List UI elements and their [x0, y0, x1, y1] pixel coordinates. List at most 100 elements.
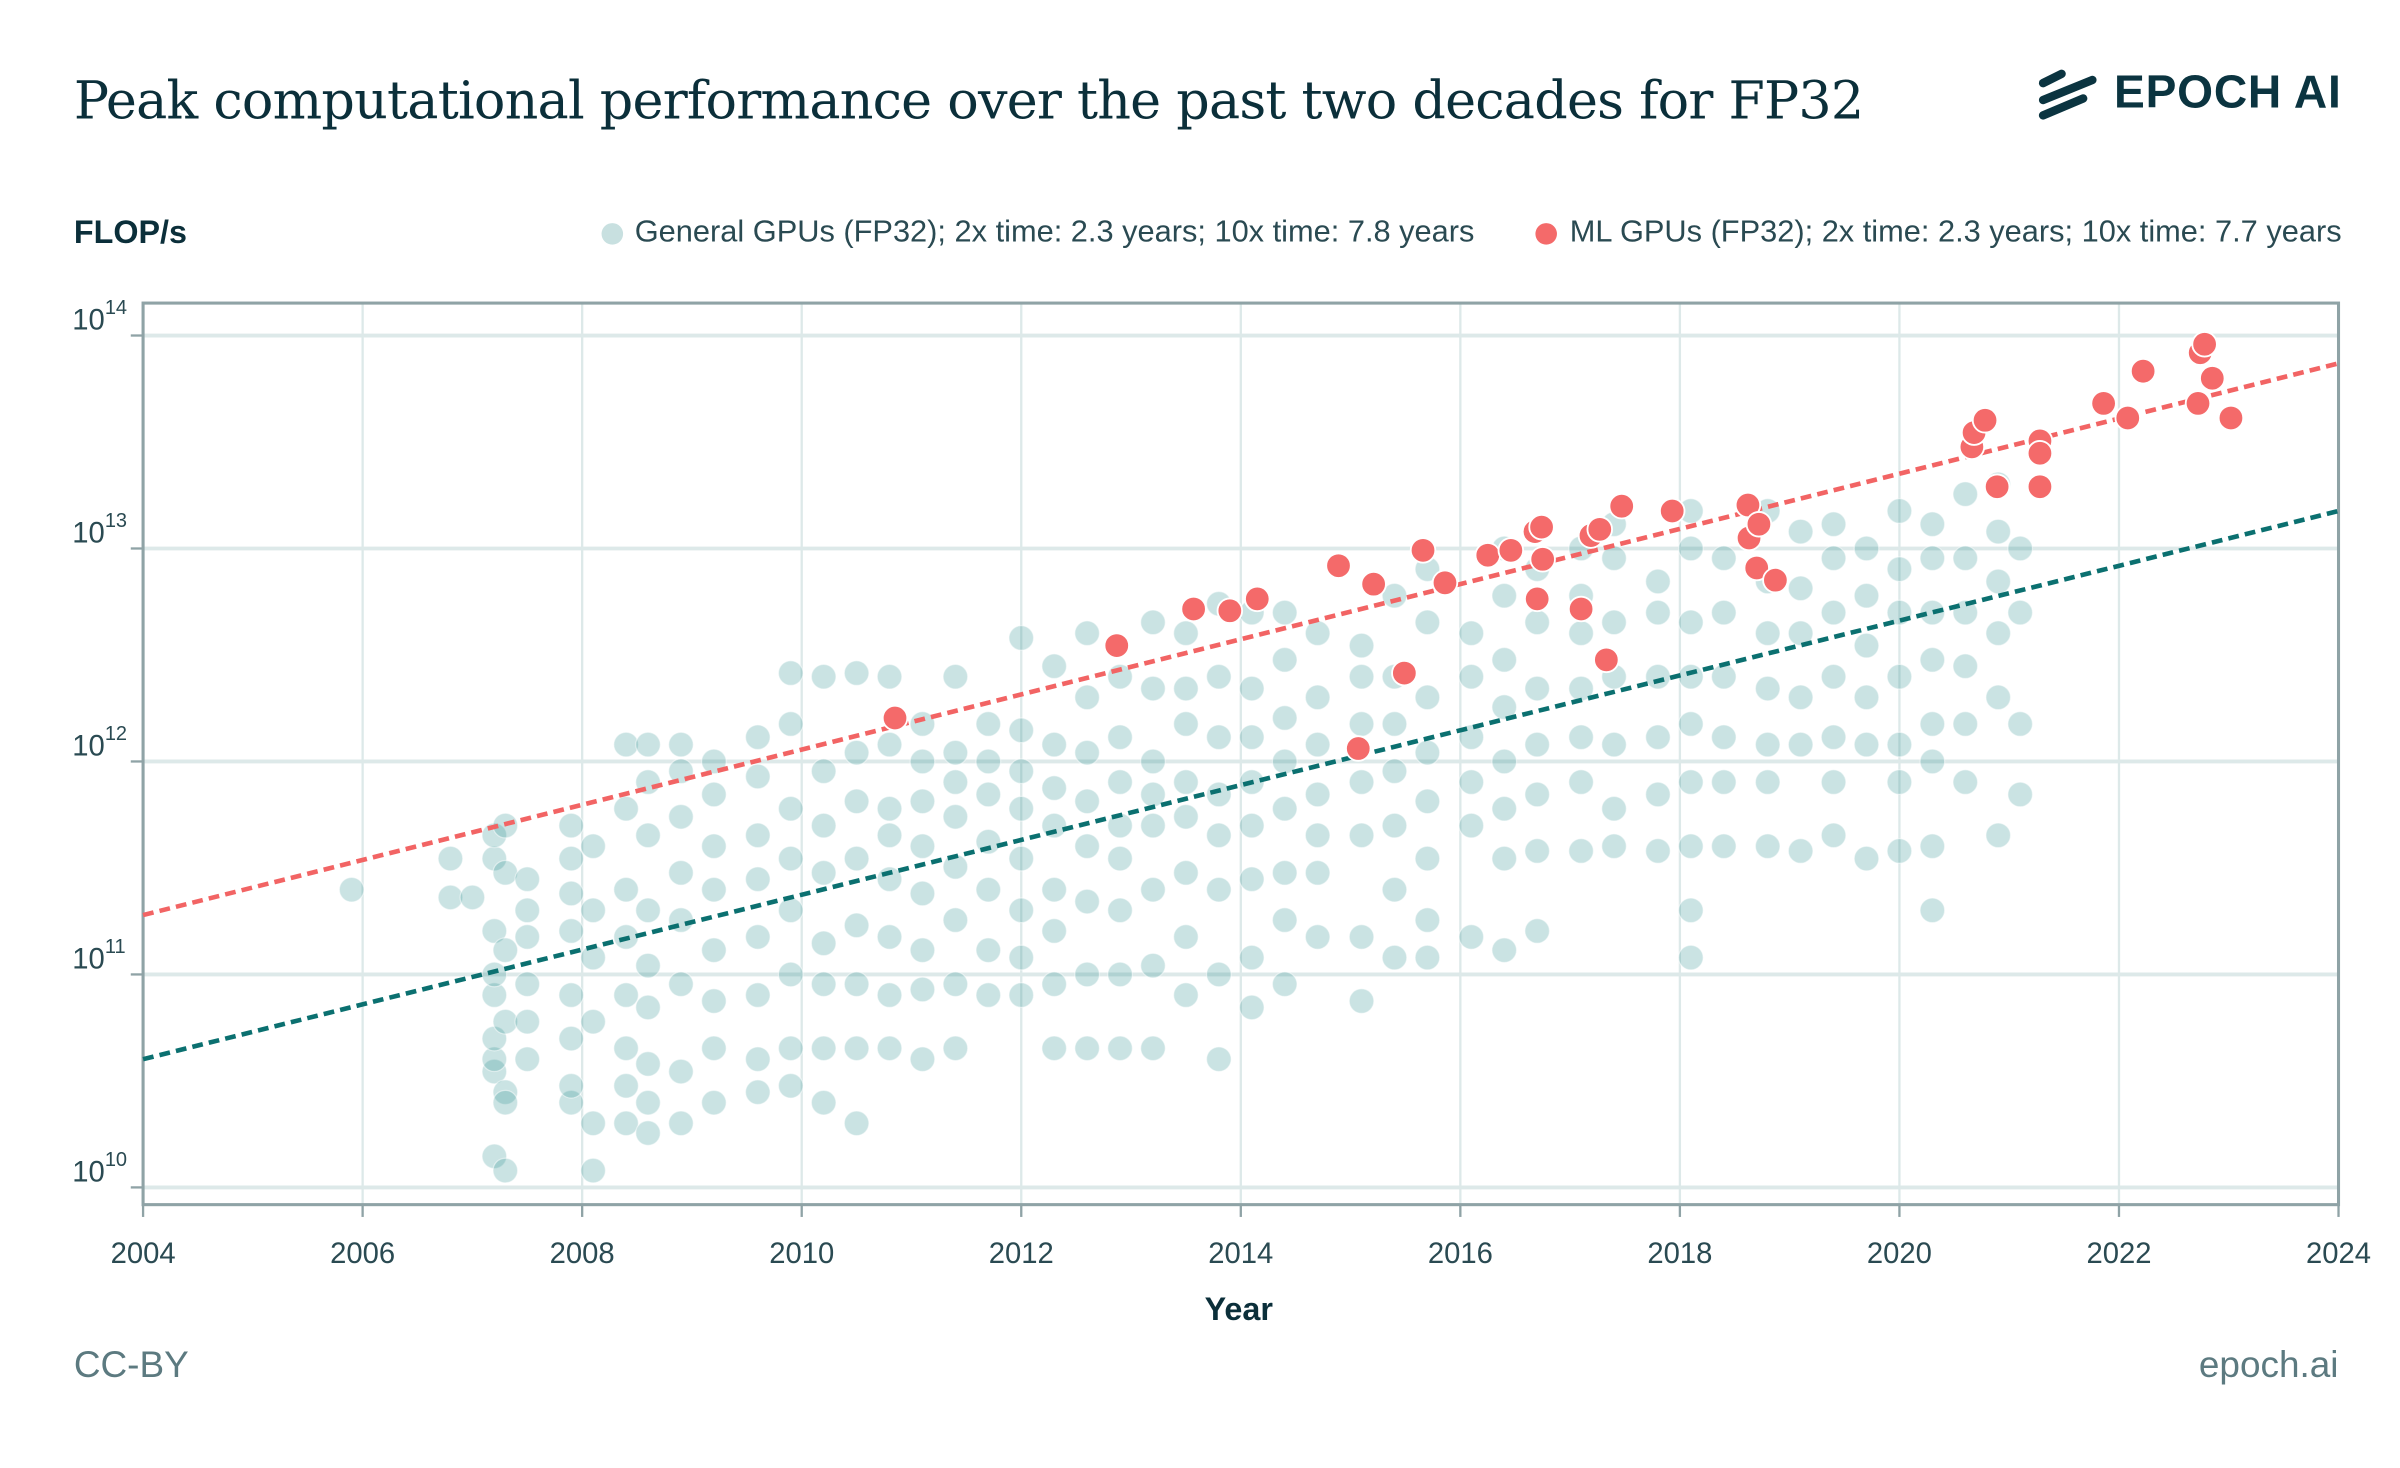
general-gpu-point: [613, 795, 640, 822]
ml-gpu-point: [2199, 365, 2226, 392]
general-gpu-point: [481, 1143, 508, 1170]
general-gpu-points: [338, 471, 2034, 1184]
general-gpu-point: [942, 739, 969, 766]
general-gpu-point: [635, 897, 661, 924]
general-gpu-point: [1348, 632, 1375, 659]
general-gpu-point: [876, 731, 903, 758]
general-gpu-point: [1645, 663, 1671, 690]
general-gpu-point: [810, 971, 837, 998]
general-gpu-point: [942, 769, 969, 796]
general-gpu-point: [1381, 711, 1408, 737]
general-gpu-point: [1677, 897, 1704, 924]
general-gpu-point: [1041, 918, 1068, 944]
general-gpu-point: [1414, 944, 1441, 971]
general-gpu-point: [1140, 1035, 1166, 1062]
general-gpu-point: [810, 663, 837, 690]
general-gpu-point: [1886, 556, 1913, 583]
general-gpu-point: [1677, 663, 1704, 690]
general-gpu-point: [1381, 944, 1408, 971]
ml-gpu-point: [1745, 510, 1773, 538]
general-gpu-point: [1568, 838, 1595, 864]
general-gpu-point: [1458, 663, 1485, 690]
general-gpu-point: [1172, 675, 1199, 702]
general-gpu-point: [1491, 646, 1518, 673]
general-gpu-point: [459, 884, 486, 911]
general-gpu-point: [1985, 620, 2012, 647]
general-gpu-point: [876, 663, 903, 690]
general-gpu-point: [635, 1120, 661, 1146]
general-gpu-point: [1491, 845, 1518, 872]
general-gpu-point: [668, 1058, 694, 1085]
site-link[interactable]: epoch.ai: [2198, 1344, 2339, 1387]
general-gpu-point: [1601, 795, 1627, 822]
ml-gpu-point: [1529, 546, 1556, 573]
general-gpu-point: [1853, 684, 1880, 711]
general-gpu-point: [1348, 711, 1375, 737]
general-gpu-point: [1008, 982, 1035, 1009]
general-gpu-point: [975, 937, 1002, 964]
general-gpu-point: [975, 982, 1002, 1009]
general-gpu-point: [876, 924, 903, 950]
general-gpu-point: [1952, 769, 1979, 796]
general-gpu-point: [1414, 609, 1441, 636]
general-gpu-point: [2007, 781, 2034, 808]
general-gpu-point: [1787, 620, 1814, 647]
general-gpu-point: [1985, 684, 2012, 711]
general-gpu-point: [975, 876, 1002, 903]
general-gpu-point: [1524, 609, 1551, 636]
general-gpu-point: [1886, 663, 1913, 690]
general-gpu-point: [1348, 663, 1375, 690]
general-gpu-point: [558, 880, 585, 907]
general-gpu-point: [810, 1089, 837, 1116]
general-gpu-point: [1238, 724, 1265, 751]
general-gpu-point: [1677, 769, 1704, 796]
general-gpu-point: [514, 1046, 541, 1073]
general-gpu-point: [2007, 599, 2034, 626]
general-gpu-point: [1524, 918, 1551, 944]
general-gpu-point: [635, 1051, 661, 1077]
general-gpu-point: [1820, 545, 1847, 572]
general-gpu-point: [613, 982, 640, 1009]
general-gpu-point: [1205, 781, 1232, 808]
general-gpu-point: [1304, 781, 1331, 808]
general-gpu-point: [1919, 833, 1946, 860]
general-gpu-point: [744, 924, 771, 950]
general-gpu-point: [1853, 845, 1880, 872]
plot-frame: [141, 301, 2341, 1207]
general-gpu-point: [1107, 769, 1133, 796]
general-gpu-point: [1645, 568, 1671, 595]
general-gpu-point: [1458, 924, 1485, 950]
general-gpu-point: [1271, 599, 1298, 626]
y-axis-label: FLOP/s: [73, 215, 187, 251]
general-gpu-point: [1645, 781, 1671, 808]
ml-gpu-point: [1608, 492, 1635, 520]
general-gpu-point: [843, 912, 870, 939]
ml-gpu-point: [1658, 497, 1686, 525]
general-gpu-point: [700, 1035, 727, 1062]
general-gpu-point: [1677, 711, 1704, 737]
ml-gpu-point: [2129, 357, 2157, 385]
general-gpu-point: [635, 1089, 661, 1116]
general-gpu-point: [558, 845, 585, 872]
general-gpu-point: [1205, 961, 1232, 988]
ml-gpu-point: [2114, 404, 2141, 432]
general-gpu-point: [613, 1110, 640, 1137]
general-gpu-point: [1238, 675, 1265, 702]
general-gpu-point: [1172, 769, 1199, 796]
general-gpu-point: [514, 924, 541, 950]
general-gpu-point: [514, 971, 541, 998]
general-gpu-point: [876, 982, 903, 1009]
general-gpu-point: [700, 833, 727, 860]
general-gpu-point: [580, 1110, 607, 1137]
y-tick-label: 1011: [72, 936, 125, 975]
general-gpu-point: [1238, 944, 1265, 971]
general-gpu-point: [481, 982, 508, 1009]
general-gpu-point: [810, 758, 837, 785]
general-gpu-point: [1140, 952, 1166, 979]
general-gpu-point: [1524, 838, 1551, 864]
ml-gpu-point: [1244, 585, 1271, 613]
ml-gpu-point: [1586, 516, 1613, 543]
general-gpu-point: [635, 952, 661, 979]
general-gpu-point: [843, 660, 870, 687]
